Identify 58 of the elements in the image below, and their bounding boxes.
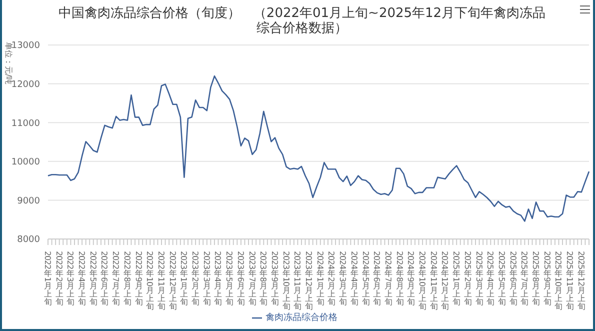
chart-title: 中国禽肉冻品综合价格（旬度） （2022年01月上旬~2025年12月下旬年禽肉冻品综合价格数据）: [57, 6, 547, 36]
category-label: 2025年5月上旬: [496, 251, 506, 306]
category-label: 2022年3月上旬: [66, 251, 75, 306]
category-label: 2024年9月上旬: [406, 251, 416, 306]
y-tick-label: 13000: [11, 41, 40, 52]
y-tick-label: 10000: [11, 158, 40, 168]
category-label: 2023年6月上旬: [236, 251, 245, 306]
category-label: 2022年10月上旬: [145, 251, 154, 311]
category-label: 2023年9月上旬: [270, 251, 279, 306]
category-label: 2023年5月上旬: [224, 251, 234, 306]
category-label: 2025年2月上旬: [462, 251, 472, 306]
category-label: 2024年5月上旬: [360, 251, 370, 306]
category-label: 2023年4月上旬: [213, 251, 222, 306]
y-tick-label: 11000: [11, 118, 40, 129]
y-axis-title: 单位：元/吨: [4, 42, 13, 85]
category-label: 2024年2月上旬: [326, 251, 336, 306]
category-label: 2024年7月上旬: [383, 251, 392, 306]
category-label: 2023年10月上旬: [281, 251, 290, 311]
category-label: 2025年7月上旬: [520, 251, 529, 306]
category-label: 2024年11月上旬: [428, 251, 438, 311]
category-label: 2022年12月上旬: [168, 251, 177, 311]
category-label: 2022年2月上旬: [54, 251, 64, 306]
category-label: 2022年7月上旬: [111, 251, 120, 306]
category-label: 2025年8月上旬: [531, 251, 540, 306]
y-tick-label: 12000: [11, 80, 40, 90]
category-label: 2024年12月上旬: [440, 251, 450, 311]
y-tick-label: 9000: [17, 196, 40, 206]
category-label: 2025年1月上旬: [452, 251, 461, 306]
category-label: 2023年1月上旬: [179, 251, 188, 306]
category-label: 2025年11月上旬: [565, 251, 574, 311]
category-label: 2025年12月上旬: [576, 251, 586, 311]
category-label: 2024年10月上旬: [418, 251, 427, 311]
category-label: 2022年5月上旬: [88, 251, 98, 306]
category-label: 2022年6月上旬: [100, 251, 109, 306]
category-label: 2024年6月上旬: [372, 251, 382, 306]
category-label: 2024年8月上旬: [394, 251, 404, 306]
category-label: 2022年4月上旬: [77, 251, 86, 306]
category-label: 2025年4月上旬: [486, 251, 495, 306]
category-label: 2025年10月上旬: [554, 251, 563, 311]
category-label: 2023年12月上旬: [304, 251, 314, 311]
category-label: 2023年3月上旬: [202, 251, 211, 306]
category-label: 2022年9月上旬: [134, 251, 143, 306]
category-label: 2023年2月上旬: [190, 251, 200, 306]
category-label: 2023年8月上旬: [258, 251, 268, 306]
category-label: 2023年11月上旬: [292, 251, 302, 311]
category-label: 2024年1月上旬: [315, 251, 324, 306]
legend-label: 禽肉冻品综合价格: [266, 313, 338, 323]
category-label: 2022年11月上旬: [156, 251, 166, 311]
category-label: 2024年3月上旬: [338, 251, 348, 306]
line-series: [47, 75, 590, 222]
y-tick-label: 8000: [17, 235, 40, 246]
category-label: 2025年3月上旬: [474, 251, 484, 306]
category-label: 2025年6月上旬: [508, 251, 518, 306]
category-label: 2022年8月上旬: [122, 251, 132, 306]
category-label: 2024年4月上旬: [349, 251, 358, 306]
category-label: 2023年7月上旬: [247, 251, 256, 306]
category-label: 2022年1月上旬: [43, 251, 52, 306]
category-label: 2025年9月上旬: [542, 251, 552, 306]
